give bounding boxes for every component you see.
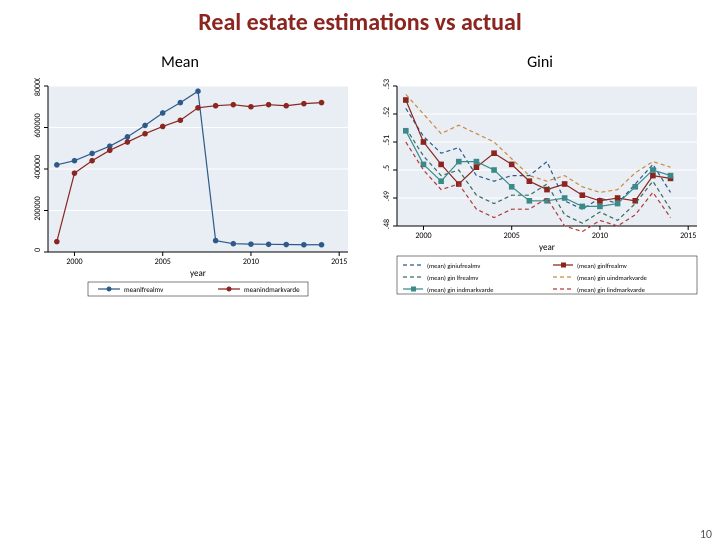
- svg-text:.48: .48: [382, 219, 392, 229]
- svg-text:2015: 2015: [331, 257, 347, 267]
- svg-text:meanindmarkvarde: meanindmarkvarde: [244, 285, 300, 294]
- gini-chart: .48 .49 .5 .51 .52 .53 2000 2005 2010 2015 year (me…: [363, 78, 706, 298]
- svg-text:(mean) gin uindmarkvarde: (mean) gin uindmarkvarde: [577, 274, 647, 282]
- gini-chart-svg: .48 .49 .5 .51 .52 .53 2000 2005 2010 2015 year (me…: [363, 78, 703, 298]
- svg-text:200000: 200000: [33, 196, 43, 220]
- mean-chart: 0 200000 400000 600000 800000 2000 2005 2010 201…: [14, 78, 357, 298]
- subtitle-mean: Mean: [0, 53, 360, 72]
- svg-text:0: 0: [33, 248, 43, 252]
- svg-text:.49: .49: [382, 191, 392, 201]
- svg-text:2000: 2000: [415, 231, 431, 241]
- subtitles: Mean Gini: [0, 53, 720, 72]
- svg-text:400000: 400000: [33, 155, 43, 179]
- svg-text:(mean) ginlfrealmv: (mean) ginlfrealmv: [577, 262, 627, 270]
- svg-text:2005: 2005: [504, 231, 520, 241]
- svg-text:600000: 600000: [33, 113, 43, 137]
- subtitle-gini: Gini: [360, 53, 720, 72]
- svg-text:year: year: [539, 242, 555, 253]
- svg-text:.53: .53: [382, 79, 392, 89]
- svg-text:(mean) gin indmarkvarde: (mean) gin indmarkvarde: [427, 286, 493, 294]
- svg-text:800000: 800000: [33, 78, 43, 96]
- svg-text:2010: 2010: [243, 257, 259, 267]
- svg-text:.51: .51: [382, 135, 392, 145]
- svg-text:.5: .5: [382, 165, 392, 171]
- svg-text:2000: 2000: [66, 257, 82, 267]
- svg-text:year: year: [190, 268, 206, 279]
- slide-title: Real estate estimations vs actual: [0, 8, 720, 37]
- svg-text:(mean) gin lindmarkvarde: (mean) gin lindmarkvarde: [577, 286, 645, 294]
- svg-text:2010: 2010: [592, 231, 608, 241]
- svg-text:2015: 2015: [680, 231, 696, 241]
- svg-text:(mean) gin lfrealmv: (mean) gin lfrealmv: [427, 274, 478, 282]
- svg-text:meanlfrealmv: meanlfrealmv: [124, 285, 164, 294]
- svg-text:.52: .52: [382, 107, 392, 117]
- mean-chart-svg: 0 200000 400000 600000 800000 2000 2005 2010 201…: [14, 78, 354, 298]
- svg-text:2005: 2005: [155, 257, 171, 267]
- charts-row: 0 200000 400000 600000 800000 2000 2005 2010 201…: [14, 78, 706, 298]
- svg-text:(mean) giniufrealmv: (mean) giniufrealmv: [427, 262, 480, 270]
